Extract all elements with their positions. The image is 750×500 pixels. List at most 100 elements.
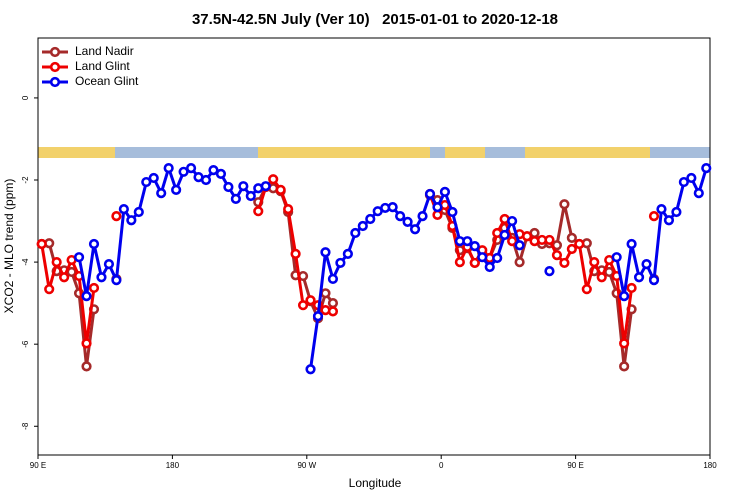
- data-point: [208, 165, 219, 176]
- data-point: [648, 211, 660, 222]
- data-point: [424, 188, 436, 200]
- data-point: [469, 240, 480, 252]
- data-point: [409, 224, 421, 235]
- data-point: [126, 215, 137, 226]
- data-point: [290, 248, 301, 259]
- data-point: [200, 174, 212, 186]
- data-point: [574, 238, 585, 250]
- data-point: [507, 236, 518, 247]
- data-point: [521, 231, 533, 242]
- data-point: [342, 248, 353, 259]
- data-point: [633, 272, 645, 283]
- data-point: [641, 259, 652, 270]
- data-point: [88, 238, 100, 250]
- data-point: [59, 272, 70, 283]
- data-point: [81, 291, 92, 302]
- land-band: [258, 147, 430, 158]
- x-axis-label: Longitude: [349, 476, 402, 490]
- data-point: [178, 166, 189, 177]
- data-point: [320, 247, 331, 258]
- legend-label: Land Nadir: [75, 44, 134, 58]
- legend-marker: [49, 61, 61, 73]
- data-point: [96, 272, 107, 283]
- legend-label: Land Glint: [75, 59, 130, 73]
- data-point: [499, 229, 510, 241]
- data-point: [245, 190, 256, 202]
- data-point: [656, 204, 667, 215]
- x-tick-label: 90 E: [30, 461, 46, 470]
- data-point: [589, 256, 600, 268]
- data-point: [36, 238, 47, 250]
- x-tick-label: 90 W: [297, 461, 316, 470]
- data-point: [462, 236, 473, 247]
- data-point: [663, 215, 675, 226]
- data-point: [484, 261, 495, 273]
- legend-marker: [49, 46, 61, 58]
- data-point: [619, 361, 630, 372]
- data-point: [350, 227, 361, 239]
- data-point: [693, 188, 704, 199]
- data-point: [275, 184, 286, 195]
- data-point: [141, 176, 152, 188]
- data-point: [320, 288, 331, 299]
- x-tick-label: 180: [166, 461, 180, 470]
- data-point: [678, 176, 689, 188]
- data-point: [156, 188, 167, 199]
- data-point: [81, 338, 92, 349]
- data-point: [253, 206, 264, 217]
- data-point: [671, 206, 682, 218]
- data-point: [581, 284, 592, 295]
- data-point: [230, 193, 241, 204]
- data-point: [51, 256, 62, 268]
- data-point: [648, 275, 660, 286]
- data-point: [395, 211, 406, 222]
- y-tick-label: -8: [21, 422, 30, 430]
- data-point: [477, 252, 488, 263]
- data-point: [365, 213, 376, 225]
- data-point: [402, 216, 413, 227]
- data-point: [81, 361, 92, 372]
- chart-title: 37.5N-42.5N July (Ver 10) 2015-01-01 to …: [192, 11, 558, 28]
- data-point: [544, 266, 555, 277]
- data-point: [626, 238, 637, 250]
- x-tick-label: 90 E: [567, 461, 583, 470]
- y-tick-label: -2: [21, 176, 30, 184]
- data-point: [514, 256, 525, 268]
- data-point: [215, 168, 227, 179]
- data-point: [66, 266, 77, 278]
- data-point: [596, 272, 607, 283]
- legend-label: Ocean Glint: [75, 74, 139, 88]
- data-point: [163, 163, 174, 174]
- data-point: [223, 181, 234, 193]
- data-point: [619, 291, 630, 302]
- x-tick-label: 180: [703, 461, 717, 470]
- y-tick-label: -4: [21, 258, 30, 266]
- data-point: [297, 300, 309, 311]
- data-point: [335, 257, 346, 269]
- data-point: [432, 209, 443, 220]
- data-point: [44, 284, 55, 295]
- data-point: [185, 163, 197, 174]
- data-point: [559, 257, 570, 269]
- y-axis-label: XCO2 - MLO trend (ppm): [2, 179, 16, 314]
- data-point: [148, 172, 159, 184]
- y-tick-label: -6: [21, 340, 30, 348]
- data-point: [469, 257, 480, 269]
- data-point: [454, 256, 465, 268]
- data-point: [73, 252, 85, 263]
- data-point: [327, 306, 339, 317]
- land-band: [445, 147, 485, 158]
- data-point: [566, 232, 577, 243]
- data-point: [507, 215, 518, 227]
- data-point: [327, 273, 339, 285]
- data-point: [268, 174, 279, 185]
- data-point: [305, 364, 316, 375]
- data-point: [111, 275, 122, 286]
- data-point: [88, 282, 100, 294]
- x-tick-label: 0: [439, 461, 444, 470]
- data-point: [432, 201, 443, 213]
- data-point: [544, 234, 555, 246]
